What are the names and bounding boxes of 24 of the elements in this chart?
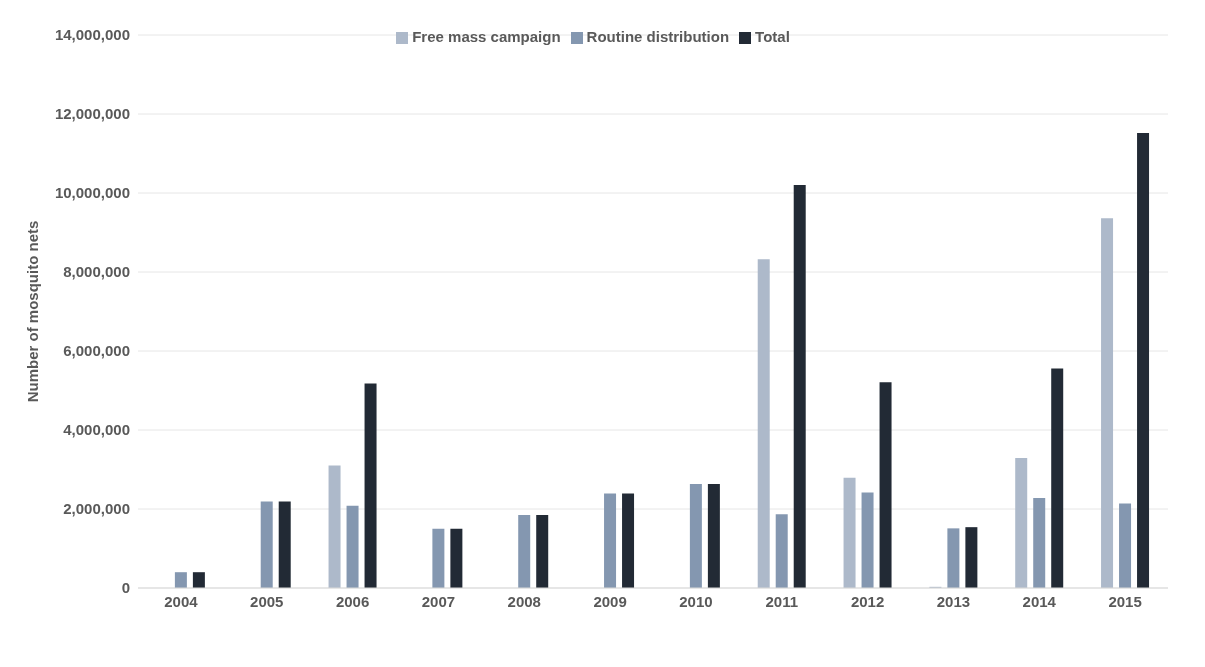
x-tick-label: 2007 [421, 592, 456, 610]
legend-label: Total [755, 28, 790, 45]
y-tick-label: 4,000,000 [63, 421, 130, 439]
x-tick-label: 2004 [164, 592, 199, 610]
x-tick-label: 2015 [1108, 592, 1142, 610]
y-tick-label: 8,000,000 [63, 263, 130, 281]
y-axis-title: Number of mosquito nets [24, 220, 42, 403]
legend-label: Free mass campaign [412, 28, 561, 45]
y-tick-label: 0 [121, 579, 130, 597]
x-tick-label: 2013 [936, 592, 971, 610]
y-tick-label: 14,000,000 [54, 26, 130, 44]
x-tick-label: 2005 [250, 592, 284, 610]
x-tick-label: 2006 [335, 592, 370, 610]
y-tick-label: 10,000,000 [54, 184, 130, 202]
x-tick-label: 2011 [765, 592, 799, 610]
x-tick-label: 2008 [507, 592, 541, 610]
y-tick-label: 2,000,000 [63, 500, 130, 518]
x-tick-label: 2009 [593, 592, 627, 610]
x-tick-label: 2010 [679, 592, 713, 610]
x-tick-label: 2014 [1022, 592, 1057, 610]
y-tick-label: 6,000,000 [63, 342, 130, 360]
legend-label: Routine distribution [586, 28, 730, 45]
y-tick-label: 12,000,000 [54, 105, 130, 123]
x-tick-label: 2012 [850, 592, 885, 610]
